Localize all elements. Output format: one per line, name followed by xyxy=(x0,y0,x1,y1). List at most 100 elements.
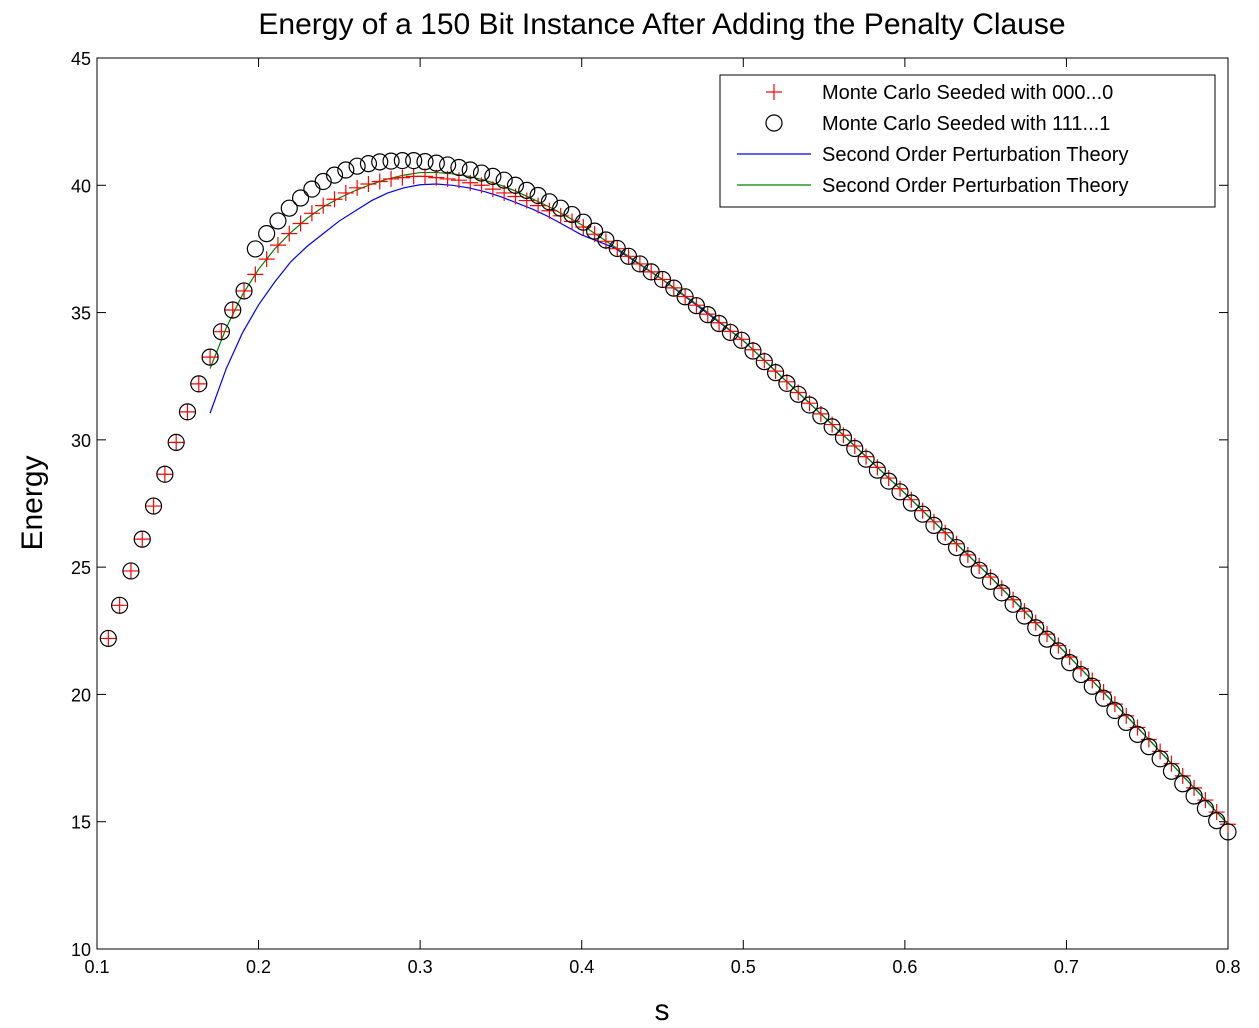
data-point xyxy=(665,279,683,297)
data-point xyxy=(326,191,343,208)
data-point xyxy=(947,538,966,557)
data-point xyxy=(269,237,286,254)
y-axis-label: Energy xyxy=(16,455,49,550)
data-point xyxy=(993,584,1011,602)
data-point xyxy=(303,180,321,198)
y-tick-label: 25 xyxy=(71,558,91,578)
data-point xyxy=(812,407,830,425)
data-point xyxy=(1208,812,1226,830)
y-tick-label: 15 xyxy=(71,813,91,833)
data-point xyxy=(371,173,388,190)
data-point xyxy=(586,222,604,240)
data-point xyxy=(472,164,491,182)
data-point xyxy=(484,167,502,185)
data-point xyxy=(937,524,954,541)
data-point xyxy=(801,395,818,412)
data-point xyxy=(1219,823,1237,841)
data-point xyxy=(993,580,1010,597)
data-point xyxy=(789,385,807,403)
data-point xyxy=(1005,591,1022,608)
data-point xyxy=(699,306,717,324)
data-point xyxy=(359,155,378,173)
legend-swatch xyxy=(766,84,782,100)
data-point xyxy=(868,461,886,479)
data-point xyxy=(303,205,320,222)
data-point xyxy=(506,176,525,194)
data-point xyxy=(1196,799,1214,818)
data-point xyxy=(1094,689,1113,707)
data-point xyxy=(733,331,750,348)
legend-label: Second Order Perturbation Theory xyxy=(822,144,1128,166)
data-point xyxy=(1083,677,1101,695)
data-point xyxy=(348,157,366,175)
x-axis-label: s xyxy=(655,994,670,1027)
data-point xyxy=(1027,614,1044,631)
data-point xyxy=(111,596,129,614)
data-point xyxy=(631,255,648,272)
data-point xyxy=(778,373,795,390)
data-point xyxy=(168,434,185,451)
data-point xyxy=(925,513,942,530)
data-point xyxy=(1162,762,1181,780)
y-tick-label: 40 xyxy=(71,176,91,196)
x-tick-label: 0.6 xyxy=(892,957,917,977)
y-tick-label: 10 xyxy=(71,940,91,960)
data-point xyxy=(1016,603,1033,620)
data-point xyxy=(880,472,898,490)
data-point xyxy=(314,172,332,191)
data-point xyxy=(258,225,276,243)
data-point xyxy=(1208,804,1225,821)
data-point xyxy=(891,483,909,501)
data-point xyxy=(970,561,988,579)
data-point xyxy=(258,251,275,268)
data-point xyxy=(383,170,400,187)
data-point xyxy=(382,152,400,170)
data-point xyxy=(1106,701,1124,720)
data-point xyxy=(122,562,140,580)
data-point xyxy=(416,168,433,185)
data-point xyxy=(574,213,592,231)
data-point xyxy=(846,439,864,458)
data-point xyxy=(315,197,332,214)
data-point xyxy=(800,396,819,414)
data-point xyxy=(167,433,185,452)
data-point xyxy=(190,375,208,393)
y-tick-label: 45 xyxy=(71,49,91,69)
data-point xyxy=(982,569,999,586)
data-point xyxy=(676,288,694,306)
data-point xyxy=(178,403,197,421)
data-point xyxy=(99,629,117,648)
data-point xyxy=(1027,619,1045,637)
data-point xyxy=(541,202,558,219)
data-point xyxy=(394,169,411,186)
data-point xyxy=(564,213,581,230)
data-point xyxy=(1185,787,1203,805)
data-point xyxy=(857,450,875,468)
data-point xyxy=(755,353,773,371)
series-line xyxy=(209,183,1229,825)
data-point xyxy=(201,348,219,366)
data-point xyxy=(665,279,682,296)
data-point xyxy=(540,193,559,211)
data-point xyxy=(190,375,207,392)
data-point xyxy=(597,233,614,250)
data-point xyxy=(325,166,344,184)
data-point xyxy=(575,219,592,236)
data-point xyxy=(744,341,761,358)
data-point xyxy=(1072,665,1090,684)
chart-title: Energy of a 150 Bit Instance After Addin… xyxy=(258,8,1065,41)
data-point xyxy=(122,562,139,579)
data-point xyxy=(981,572,1000,590)
data-point xyxy=(145,498,162,515)
data-point xyxy=(450,172,467,189)
data-point xyxy=(530,197,547,214)
data-point xyxy=(1117,713,1135,732)
data-point xyxy=(687,297,706,315)
data-point xyxy=(427,154,445,172)
data-point xyxy=(1038,630,1056,648)
data-point xyxy=(291,189,310,207)
data-point xyxy=(1174,775,1192,793)
data-point xyxy=(473,177,490,194)
data-point xyxy=(699,306,716,323)
